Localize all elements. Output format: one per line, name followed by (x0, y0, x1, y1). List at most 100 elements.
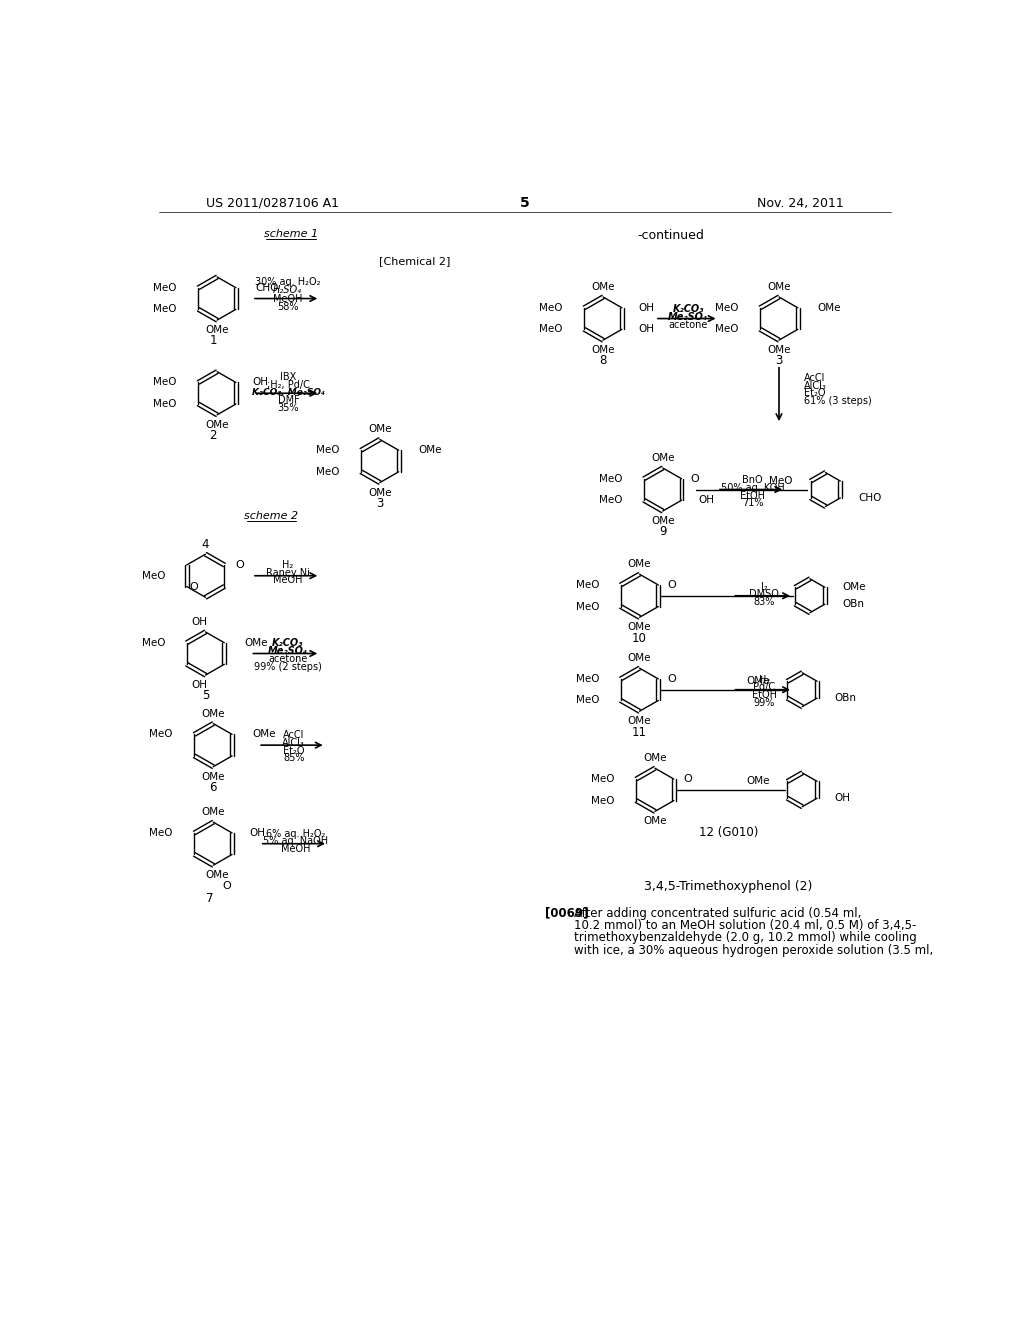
Text: EtOH: EtOH (740, 491, 765, 500)
Text: Nov. 24, 2011: Nov. 24, 2011 (758, 197, 844, 210)
Text: O: O (189, 582, 198, 591)
Text: OH: OH (698, 495, 715, 506)
Text: OMe: OMe (245, 638, 267, 648)
Text: MeO: MeO (715, 302, 738, 313)
Text: MeO: MeO (141, 570, 165, 581)
Text: OMe: OMe (628, 622, 651, 632)
Text: 6% aq. H₂O₂: 6% aq. H₂O₂ (265, 829, 325, 838)
Text: OH: OH (639, 302, 654, 313)
Text: CHO: CHO (256, 282, 280, 293)
Text: After adding concentrated sulfuric acid (0.54 ml,: After adding concentrated sulfuric acid … (574, 907, 862, 920)
Text: H₂: H₂ (759, 675, 770, 685)
Text: 4: 4 (202, 537, 209, 550)
Text: 3: 3 (775, 354, 782, 367)
Text: with ice, a 30% aqueous hydrogen peroxide solution (3.5 ml,: with ice, a 30% aqueous hydrogen peroxid… (574, 944, 934, 957)
Text: OMe: OMe (643, 816, 667, 826)
Text: OMe: OMe (591, 345, 614, 355)
Text: MeO: MeO (599, 474, 623, 483)
Text: K₂CO₃, Me₂SO₄: K₂CO₃, Me₂SO₄ (252, 388, 325, 397)
Text: MeO: MeO (141, 638, 165, 648)
Text: OMe: OMe (368, 487, 391, 498)
Text: 10.2 mmol) to an MeOH solution (20.4 ml, 0.5 M) of 3,4,5-: 10.2 mmol) to an MeOH solution (20.4 ml,… (574, 919, 916, 932)
Text: OMe: OMe (202, 772, 225, 781)
Text: MeO: MeO (150, 730, 173, 739)
Text: 50% aq. KOH: 50% aq. KOH (721, 483, 784, 492)
Text: I₂: I₂ (761, 582, 768, 591)
Text: 85%: 85% (283, 754, 304, 763)
Text: MeOH: MeOH (273, 576, 302, 585)
Text: MeO: MeO (591, 796, 614, 805)
Text: MeO: MeO (150, 828, 173, 838)
Text: O: O (690, 474, 699, 483)
Text: -continued: -continued (637, 228, 703, 242)
Text: CHO: CHO (858, 492, 882, 503)
Text: MeO: MeO (316, 445, 340, 455)
Text: OMe: OMe (767, 345, 791, 355)
Text: O: O (668, 579, 676, 590)
Text: 83%: 83% (754, 597, 775, 607)
Text: MeO: MeO (154, 282, 177, 293)
Text: MeO: MeO (575, 675, 599, 684)
Text: MeO: MeO (575, 696, 599, 705)
Text: OMe: OMe (202, 709, 225, 718)
Text: OMe: OMe (628, 717, 651, 726)
Text: MeO: MeO (540, 325, 563, 334)
Text: OH: OH (835, 793, 851, 804)
Text: OMe: OMe (628, 560, 651, 569)
Text: OMe: OMe (206, 325, 229, 335)
Text: 61% (3 steps): 61% (3 steps) (804, 396, 871, 407)
Text: 99%: 99% (754, 698, 775, 708)
Text: OH: OH (253, 378, 268, 388)
Text: Pd/C: Pd/C (754, 682, 775, 693)
Text: K₂CO₃: K₂CO₃ (272, 639, 303, 648)
Text: OMe: OMe (368, 425, 391, 434)
Text: OMe: OMe (206, 870, 229, 880)
Text: H₂: H₂ (282, 560, 293, 570)
Text: 99% (2 steps): 99% (2 steps) (254, 661, 322, 672)
Text: OMe: OMe (628, 653, 651, 663)
Text: 5: 5 (202, 689, 209, 702)
Text: 9: 9 (659, 525, 667, 539)
Text: acetone: acetone (268, 653, 307, 664)
Text: OH: OH (249, 828, 265, 838)
Text: H₂SO₄: H₂SO₄ (273, 285, 302, 296)
Text: 7: 7 (206, 892, 213, 906)
Text: OH: OH (191, 680, 207, 690)
Text: OMe: OMe (202, 807, 225, 817)
Text: DMSO: DMSO (750, 589, 779, 599)
Text: 2: 2 (210, 429, 217, 442)
Text: scheme 1: scheme 1 (264, 228, 317, 239)
Text: 3,4,5-Trimethoxyphenol (2): 3,4,5-Trimethoxyphenol (2) (644, 880, 813, 894)
Text: MeO: MeO (316, 467, 340, 477)
Text: 11: 11 (632, 726, 647, 739)
Text: MeO: MeO (599, 495, 623, 506)
Text: IBX: IBX (281, 372, 297, 381)
Text: 71%: 71% (742, 499, 764, 508)
Text: Et₂O: Et₂O (804, 388, 825, 399)
Text: O: O (683, 774, 691, 784)
Text: scheme 2: scheme 2 (245, 511, 298, 521)
Text: OBn: OBn (835, 693, 857, 704)
Text: [0069]: [0069] (545, 907, 589, 920)
Text: OMe: OMe (206, 420, 229, 430)
Text: O: O (668, 675, 676, 684)
Text: OMe: OMe (746, 676, 770, 686)
Text: O: O (223, 880, 231, 891)
Text: 30% aq. H₂O₂: 30% aq. H₂O₂ (255, 277, 321, 286)
Text: 12 (G010): 12 (G010) (699, 825, 759, 838)
Text: 6: 6 (210, 781, 217, 795)
Text: MeO: MeO (575, 579, 599, 590)
Text: AlCl₃: AlCl₃ (804, 380, 826, 391)
Text: 5: 5 (520, 197, 529, 210)
Text: Raney Ni: Raney Ni (265, 568, 309, 578)
Text: OMe: OMe (419, 445, 442, 455)
Text: MeO: MeO (575, 602, 599, 611)
Text: MeO: MeO (540, 302, 563, 313)
Text: BnO: BnO (742, 475, 763, 486)
Text: 35%: 35% (278, 403, 299, 413)
Text: [Chemical 2]: [Chemical 2] (379, 256, 451, 265)
Text: 1: 1 (210, 334, 217, 347)
Text: MeO: MeO (154, 378, 177, 388)
Text: OH: OH (191, 616, 207, 627)
Text: MeO: MeO (154, 399, 177, 409)
